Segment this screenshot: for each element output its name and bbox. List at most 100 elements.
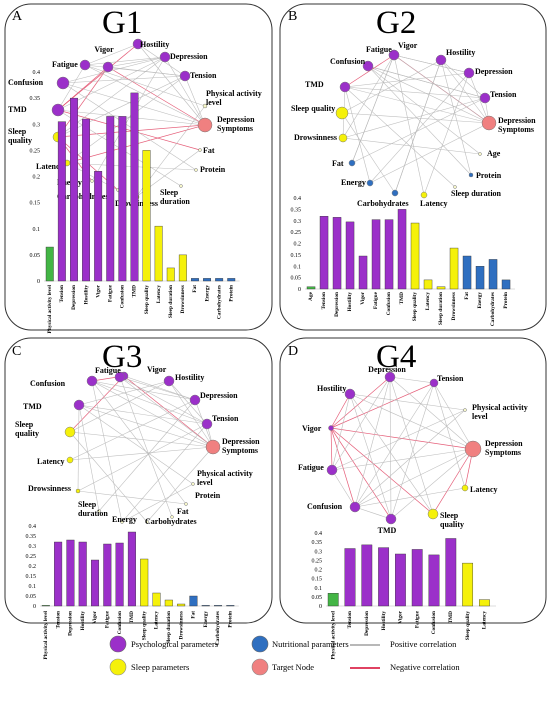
network-nodes: Depression Tension Physical activity level D… (298, 365, 528, 535)
node-confusion (86, 375, 98, 387)
x-tick-label: Physical activity level (330, 610, 336, 659)
bar-protein (501, 279, 511, 290)
bar-confusion (428, 554, 440, 607)
x-tick-label: Depression (364, 611, 370, 636)
node-hostility (163, 375, 175, 387)
bar-latency (152, 592, 161, 607)
node-tension (429, 378, 439, 388)
x-tick-label: Vigor (95, 284, 101, 297)
node-sleep-quality (335, 106, 349, 120)
panel-b-letter: B (288, 9, 297, 24)
x-tick-label: Fatigue (107, 284, 113, 302)
positive-edge (354, 487, 466, 508)
panel-c: Vigor Hostility Depression Tension Depressio… (15, 365, 260, 660)
node-drowsinness (338, 133, 348, 143)
x-tick-label: Latency (482, 611, 488, 630)
node-label-depression: Depression (475, 67, 513, 76)
positive-edge (84, 56, 166, 66)
positive-edge (84, 64, 206, 107)
positive-edge (354, 448, 474, 508)
y-tick-label: 0.3 (29, 544, 37, 550)
bar-chart: 0.4 0.35 0.3 0.25 0.2 0.15 0.1 0.05 0 Physical ac… (312, 531, 496, 660)
label-line: Physical activity (206, 89, 262, 98)
positive-edge (78, 404, 100, 512)
positive-edge (344, 86, 371, 184)
node-tension (201, 418, 213, 430)
node-label-hostility: Hostility (140, 40, 169, 49)
label-line: Symptoms (485, 448, 521, 457)
bar-physical-activity-level (45, 246, 54, 282)
positive-edge (349, 393, 392, 520)
negative-edge (330, 393, 351, 429)
positive-edge (369, 72, 470, 184)
y-tick-label: 0.2 (315, 568, 323, 574)
label-line: quality (440, 520, 464, 529)
node-sleep-quality (64, 426, 76, 438)
legend-nutri-label: Nutritional parameters (272, 639, 349, 649)
positive-edge (390, 382, 435, 520)
legend-psych-label: Psychological parameters (131, 639, 218, 649)
x-tick-label: Age (308, 291, 314, 300)
positive-edge (119, 376, 214, 448)
node-fatigue (326, 464, 338, 476)
node-hostility (132, 38, 144, 50)
node-label-sleep-duration: Sleep duration (160, 188, 190, 206)
node-label-vigor: Vigor (398, 41, 418, 50)
x-tick-label: Tension (59, 285, 65, 303)
y-tick-label: 0.25 (26, 554, 37, 560)
label-line: level (206, 98, 222, 107)
x-tick-label: Hostility (83, 285, 89, 305)
bar-confusion (118, 116, 127, 282)
y-tick-label: 0.2 (29, 564, 37, 570)
positive-edge (107, 56, 166, 68)
x-tick-label: Sleep duration (168, 285, 174, 318)
positive-edge (349, 393, 434, 515)
node-protein (194, 168, 198, 172)
bar-depression (332, 217, 342, 290)
bar-fatigue (411, 549, 423, 607)
node-label-depression: Depression (368, 365, 406, 374)
node-depression-symptoms (205, 439, 221, 455)
x-tick-label: Fat (192, 285, 198, 293)
positive-edge (433, 382, 474, 450)
bar-carbohydrates (215, 278, 224, 282)
label-line: Sleep (78, 500, 97, 509)
bar-tmd (445, 538, 457, 607)
positive-edge (331, 469, 356, 508)
label-line: Symptoms (498, 125, 534, 134)
bar-drowsinness (449, 247, 459, 290)
y-tick-label: 0.35 (312, 540, 323, 546)
positive-edge (168, 380, 208, 425)
positive-edge (394, 59, 442, 194)
x-tick-label: TMD (399, 292, 405, 305)
negative-edge (330, 427, 356, 508)
node-label-latency: Latency (470, 485, 498, 494)
y-tick-label: 0.2 (33, 175, 41, 181)
node-label-energy: Energy (341, 178, 366, 187)
node-label-protein: Protein (476, 171, 502, 180)
node-label-hostility: Hostility (175, 373, 204, 382)
network-nodes: Vigor Hostility Depression Tension Depressio… (15, 365, 260, 526)
x-tick-label: Depression (71, 285, 77, 310)
node-label-fatigue: Fatigue (298, 463, 324, 472)
positive-edge (331, 393, 351, 471)
y-tick-label: 0.3 (294, 219, 302, 225)
positive-edge (349, 393, 466, 411)
positive-edge (354, 376, 391, 508)
node-fat (348, 159, 356, 167)
positive-edge (393, 54, 470, 74)
bar-energy (475, 266, 485, 290)
node-label-physical-activity-level: Physical activity level (206, 89, 262, 107)
node-energy (90, 179, 94, 183)
node-label-sleep-quality: Sleep quality (8, 127, 32, 145)
node-label-depression-symptoms: Depression Symptoms (217, 115, 255, 133)
node-label-depression: Depression (200, 391, 238, 400)
panel-a-frame (4, 3, 273, 331)
positive-edge (390, 448, 474, 520)
node-depression-symptoms (481, 115, 497, 131)
bar-vigor (94, 171, 103, 282)
node-label-sleep-quality: Sleep quality (15, 420, 39, 438)
x-tick-label: Sleep duration (166, 611, 172, 644)
node-label-drowsinness: Drowsinness (294, 133, 337, 142)
x-tick-label: Carbohydrates (216, 285, 222, 319)
